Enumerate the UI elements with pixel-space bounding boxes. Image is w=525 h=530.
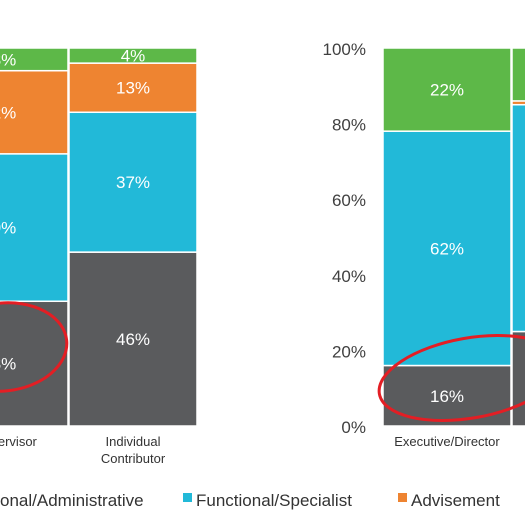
data-label: 9% — [0, 219, 16, 238]
y-tick-label: 60% — [332, 191, 366, 210]
category-label: Executive/Director — [394, 434, 500, 449]
data-label: 13% — [116, 79, 150, 98]
legend-swatch — [398, 493, 407, 502]
bar-segment — [68, 62, 198, 114]
data-label: 3% — [0, 355, 16, 374]
bar-segment — [511, 47, 525, 102]
y-tick-label: 40% — [332, 267, 366, 286]
category-label: /Supervisor — [0, 434, 38, 449]
y-tick-label: 0% — [341, 418, 366, 437]
data-label: 46% — [116, 330, 150, 349]
legend-label: Functional/Specialist — [196, 491, 352, 510]
bar-segment — [511, 330, 525, 427]
bar-segment — [511, 100, 525, 106]
data-label: 2% — [0, 103, 16, 122]
legend-label: onal/Administrative — [0, 491, 144, 510]
category-label: Individual — [106, 434, 161, 449]
data-label: 22% — [430, 81, 464, 100]
y-tick-label: 80% — [332, 116, 366, 135]
y-tick-label: 20% — [332, 342, 366, 361]
highlight-ellipse — [377, 333, 525, 423]
bar-segment — [68, 251, 198, 427]
data-label: 37% — [116, 173, 150, 192]
bar-segment — [0, 47, 69, 72]
bar-segment — [511, 103, 525, 333]
bar-segment — [0, 153, 69, 303]
data-label: 62% — [430, 239, 464, 258]
legend-label: Advisement — [411, 491, 500, 510]
category-label: Contributor — [101, 451, 166, 466]
highlight-ellipse — [0, 301, 69, 393]
bar-segment — [382, 47, 512, 132]
data-label: 3% — [0, 50, 16, 69]
data-label: 16% — [430, 387, 464, 406]
bar-segment — [0, 69, 69, 155]
y-tick-label: 100% — [323, 40, 366, 59]
data-label: 4% — [121, 47, 146, 66]
bar-segment — [68, 47, 198, 64]
legend-swatch — [183, 493, 192, 502]
